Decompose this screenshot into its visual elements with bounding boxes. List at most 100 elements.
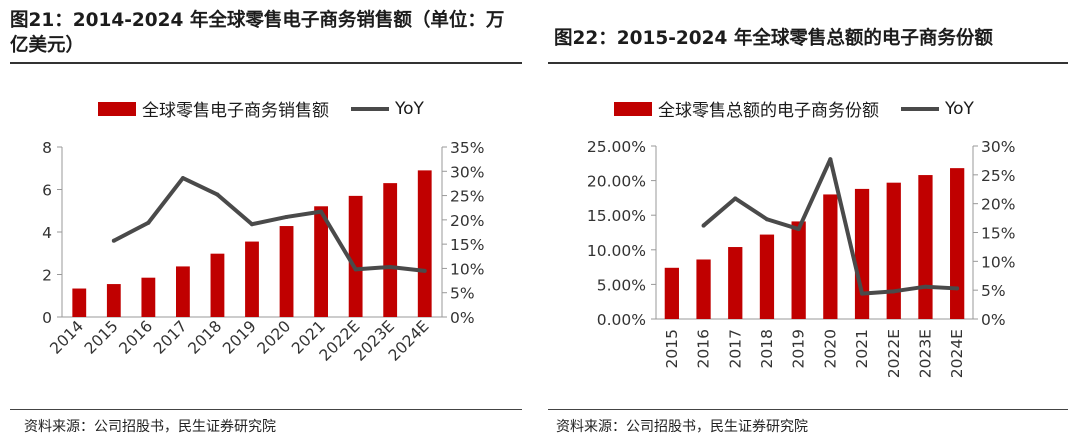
y-tick-label: 10.00% (587, 242, 646, 260)
x-tick-label: 2016 (116, 317, 157, 358)
yoy-line (112, 176, 425, 273)
bar (823, 194, 838, 319)
bar (417, 170, 432, 317)
chart-plot-left: 024680%5%10%15%20%25%30%35%2014201520162… (42, 139, 484, 365)
x-tick-label: 2021 (853, 329, 871, 368)
y-tick-label: 6 (42, 182, 52, 200)
y-right-tick-label: 15% (450, 236, 484, 254)
y-right-tick-label: 20% (981, 196, 1015, 214)
source-note: 资料来源：公司招股书，民生证券研究院 (556, 419, 808, 435)
bar (176, 266, 190, 317)
chart-title: 图22：2015-2024 年全球零售总额的电子商务份额 (554, 28, 993, 49)
bar (210, 253, 225, 317)
yoy-point (180, 176, 185, 181)
y-tick-label: 15.00% (587, 207, 646, 225)
x-tick-label: 2019 (219, 317, 260, 358)
source-note: 资料来源：公司招股书，民生证券研究院 (24, 419, 276, 435)
y-tick-label: 5.00% (597, 276, 646, 294)
x-tick-label: 2014 (46, 317, 87, 358)
yoy-point (923, 284, 928, 289)
y-tick-label: 8 (42, 139, 52, 157)
bar (759, 234, 775, 319)
bar (696, 259, 711, 319)
y-right-tick-label: 25% (450, 188, 484, 206)
y-right-tick-label: 25% (981, 167, 1015, 185)
y-tick-label: 0 (42, 309, 52, 327)
bar (950, 168, 965, 319)
x-tick-label: 2015 (81, 317, 122, 358)
legend-line-swatch (901, 106, 939, 111)
bar (245, 241, 259, 317)
x-tick-label: 2020 (254, 317, 295, 358)
bar (106, 284, 121, 317)
legend-line-swatch (351, 106, 389, 111)
bar (791, 221, 806, 319)
y-right-tick-label: 0% (981, 311, 1006, 329)
title-divider (548, 62, 1068, 64)
chart-legend: 全球零售电子商务销售额 YoY (98, 96, 424, 121)
y-right-tick-label: 5% (981, 282, 1006, 300)
x-tick-label: 2020 (821, 329, 839, 368)
source-divider (10, 409, 522, 410)
y-right-tick-label: 0% (450, 309, 475, 327)
legend-bar-label: 全球零售总额的电子商务份额 (658, 101, 879, 121)
legend-bar-swatch (614, 101, 652, 116)
y-right-tick-label: 35% (450, 139, 484, 157)
legend-bar-swatch (98, 101, 136, 116)
y-right-tick-label: 15% (981, 225, 1015, 243)
x-tick-label: 2022E (885, 329, 903, 378)
yoy-point (319, 209, 324, 214)
chart-legend: 全球零售总额的电子商务份额 YoY (614, 96, 974, 121)
yoy-point (891, 289, 896, 294)
source-divider (548, 409, 1068, 410)
yoy-point (860, 291, 865, 296)
bar (314, 206, 328, 317)
yoy-point (796, 227, 801, 232)
x-tick-label: 2023E (916, 329, 934, 378)
y-tick-label: 4 (42, 224, 52, 242)
yoy-point (284, 214, 289, 219)
bar (383, 183, 398, 317)
chart-title: 图21：2014-2024 年全球零售电子商务销售额（单位：万亿美元） (10, 10, 505, 56)
y-right-tick-label: 30% (981, 138, 1015, 156)
yoy-point (422, 268, 427, 273)
yoy-point (215, 192, 220, 197)
bar (854, 188, 870, 319)
chart-panel-right: 图22：2015-2024 年全球零售总额的电子商务份额 全球零售总额的电子商务… (540, 0, 1080, 438)
y-tick-label: 2 (42, 267, 52, 285)
title-divider (10, 62, 522, 64)
yoy-point (388, 264, 393, 269)
yoy-point (250, 222, 254, 227)
y-right-tick-label: 20% (450, 212, 484, 230)
chart-panel-left: 图21：2014-2024 年全球零售电子商务销售额（单位：万亿美元） 全球零售… (10, 10, 522, 435)
x-tick-label: 2018 (185, 317, 226, 358)
bar (886, 182, 901, 319)
x-tick-label: 2016 (695, 329, 713, 368)
x-tick-label: 2018 (758, 329, 776, 368)
bar (664, 267, 679, 319)
y-right-tick-label: 10% (450, 260, 484, 278)
legend-bar-label: 全球零售电子商务销售额 (142, 101, 329, 121)
x-tick-label: 2017 (150, 317, 191, 358)
yoy-point (828, 157, 833, 162)
yoy-point (146, 220, 151, 225)
bar (348, 195, 363, 317)
x-tick-label: 2017 (726, 329, 744, 368)
yoy-point (111, 238, 116, 243)
y-right-tick-label: 30% (450, 163, 484, 181)
yoy-point (733, 196, 738, 201)
chart-plot-right: 0.00% 5.00% 10.00% 15.00% 20.00% 25.00% 0% 5% 10… (587, 138, 1016, 378)
yoy-point (764, 217, 769, 222)
legend-line-label: YoY (945, 98, 974, 119)
x-tick-label: 2019 (790, 329, 808, 368)
y-tick-label: 25.00% (587, 138, 646, 156)
y-right-tick-label: 5% (450, 285, 475, 303)
x-tick-label: 2024E (948, 329, 966, 378)
yoy-point (701, 223, 706, 228)
bar (918, 175, 933, 319)
y-tick-label: 0.00% (597, 311, 646, 329)
bar (728, 247, 743, 319)
legend-line-label: YoY (395, 98, 424, 119)
bar (279, 226, 294, 317)
yoy-point (353, 267, 358, 272)
